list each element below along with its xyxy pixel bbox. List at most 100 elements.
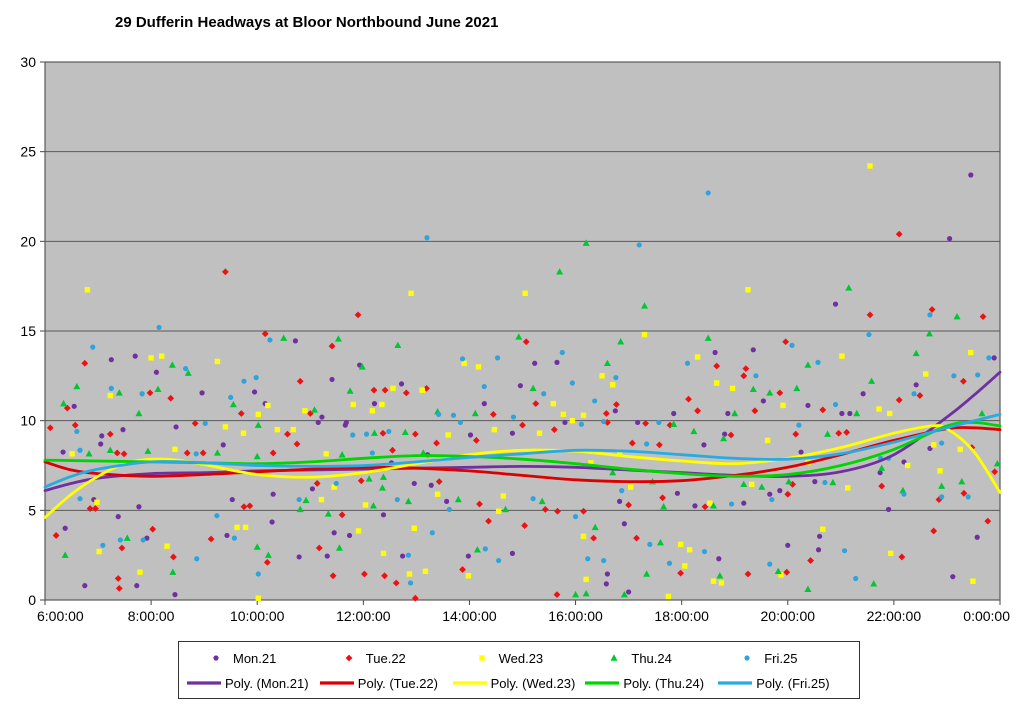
- scatter-point-thu-24: [471, 409, 479, 417]
- scatter-point-tue-22: [553, 591, 561, 599]
- scatter-point-thu-24: [766, 389, 774, 396]
- legend-label-fri-25: Fri.25: [764, 650, 798, 666]
- scatter-point-wed-23: [419, 387, 425, 393]
- scatter-point-thu-24: [296, 505, 304, 513]
- scatter-point-thu-24: [168, 361, 176, 368]
- scatter-point-thu-24: [572, 590, 580, 598]
- scatter-point-fri-25: [911, 391, 917, 397]
- scatter-point-fri-25: [457, 419, 464, 426]
- scatter-point-tue-22: [522, 338, 530, 346]
- scatter-point-tue-22: [521, 522, 529, 529]
- scatter-point-mon-21: [428, 482, 434, 488]
- scatter-point-tue-22: [313, 480, 321, 487]
- scatter-point-tue-22: [293, 440, 301, 448]
- circle-marker-glyph: [744, 655, 750, 661]
- scatter-point-wed-23: [665, 593, 672, 600]
- scatter-point-tue-22: [554, 507, 561, 515]
- scatter-point-mon-21: [616, 498, 623, 504]
- scatter-point-wed-23: [588, 460, 594, 466]
- scatter-point-wed-23: [265, 402, 271, 409]
- y-tick-label: 30: [20, 54, 36, 70]
- scatter-point-fri-25: [496, 557, 502, 564]
- scatter-point-tue-22: [183, 449, 191, 457]
- scatter-point-tue-22: [207, 535, 215, 543]
- y-tick-label: 0: [28, 592, 36, 608]
- scatter-point-wed-23: [475, 364, 482, 370]
- scatter-point-tue-22: [642, 419, 649, 427]
- scatter-point-fri-25: [572, 514, 579, 520]
- legend-line-poly-fri-25: [718, 677, 753, 689]
- scatter-point-wed-23: [677, 541, 684, 548]
- scatter-point-thu-24: [338, 451, 346, 458]
- scatter-point-tue-22: [381, 386, 389, 394]
- scatter-point-wed-23: [968, 349, 974, 356]
- scatter-point-tue-22: [960, 489, 968, 497]
- scatter-point-mon-21: [270, 491, 276, 497]
- trendline-poly-mon-21: [43, 370, 1002, 492]
- scatter-point-mon-21: [399, 553, 406, 559]
- scatter-point-fri-25: [841, 548, 848, 554]
- scatter-point-wed-23: [172, 446, 178, 453]
- scatter-point-thu-24: [365, 475, 373, 482]
- legend-marker-wed-23: [475, 652, 489, 664]
- scatter-point-thu-24: [106, 446, 114, 453]
- scatter-point-mon-21: [380, 512, 387, 518]
- scatter-point-thu-24: [878, 464, 886, 471]
- scatter-point-fri-25: [214, 513, 220, 519]
- scatter-point-wed-23: [888, 550, 894, 557]
- scatter-point-wed-23: [930, 442, 937, 448]
- scatter-point-mon-21: [968, 172, 974, 178]
- scatter-point-tue-22: [878, 482, 886, 490]
- scatter-point-wed-23: [390, 385, 396, 392]
- trendline-swatch-icon: [585, 681, 620, 685]
- chart-legend: Mon.21 Tue.22 Wed.23 Thu.24 Fri.25 Poly. (Mo…: [178, 641, 860, 699]
- scatter-point-thu-24: [953, 312, 961, 320]
- scatter-point-thu-24: [938, 482, 946, 489]
- scatter-point-fri-25: [530, 496, 536, 502]
- square-marker-icon: [478, 655, 485, 661]
- scatter-point-mon-21: [712, 349, 718, 356]
- scatter-point-wed-23: [255, 411, 261, 418]
- scatter-point-mon-21: [612, 408, 618, 414]
- scatter-point-fri-25: [253, 375, 259, 381]
- scatter-point-thu-24: [229, 400, 237, 408]
- scatter-point-thu-24: [169, 568, 177, 575]
- scatter-point-thu-24: [670, 420, 678, 427]
- scatter-point-mon-21: [509, 430, 516, 436]
- scatter-point-fri-25: [446, 506, 452, 513]
- scatter-point-fri-25: [636, 242, 642, 248]
- scatter-point-mon-21: [946, 236, 953, 242]
- scatter-point-tue-22: [120, 450, 128, 458]
- scatter-point-thu-24: [958, 477, 966, 485]
- scatter-point-wed-23: [745, 287, 751, 293]
- scatter-point-thu-24: [704, 334, 712, 341]
- scatter-point-mon-21: [62, 525, 68, 531]
- triangle-marker-glyph: [610, 654, 618, 661]
- scatter-point-thu-24: [720, 434, 728, 442]
- scatter-point-tue-22: [328, 342, 336, 350]
- scatter-point-fri-25: [767, 561, 773, 567]
- legend-label-thu-24: Thu.24: [631, 650, 672, 666]
- square-marker-glyph: [478, 655, 485, 661]
- legend-label-wed-23: Wed.23: [498, 650, 544, 666]
- scatter-point-fri-25: [241, 378, 247, 384]
- scatter-point-mon-21: [974, 534, 980, 540]
- legend-label-poly-thu-24: Poly. (Thu.24): [623, 675, 705, 691]
- scatter-point-tue-22: [354, 311, 362, 319]
- x-tick-label: 0:00:00: [963, 608, 1010, 624]
- scatter-point-mon-21: [134, 583, 140, 589]
- scatter-point-mon-21: [99, 433, 105, 439]
- scatter-point-wed-23: [465, 573, 472, 579]
- scatter-point-tue-22: [895, 396, 903, 404]
- scatter-point-mon-21: [716, 556, 722, 562]
- scatter-point-mon-21: [621, 521, 627, 527]
- scatter-point-fri-25: [951, 373, 957, 379]
- legend-marker-thu-24: [607, 652, 621, 664]
- scatter-point-mon-21: [725, 410, 731, 417]
- scatter-point-mon-21: [674, 490, 681, 496]
- scatter-point-wed-23: [255, 595, 261, 601]
- scatter-point-fri-25: [90, 344, 96, 350]
- scatter-point-thu-24: [620, 590, 628, 598]
- scatter-point-mon-21: [71, 403, 77, 409]
- scatter-point-fri-25: [117, 537, 123, 543]
